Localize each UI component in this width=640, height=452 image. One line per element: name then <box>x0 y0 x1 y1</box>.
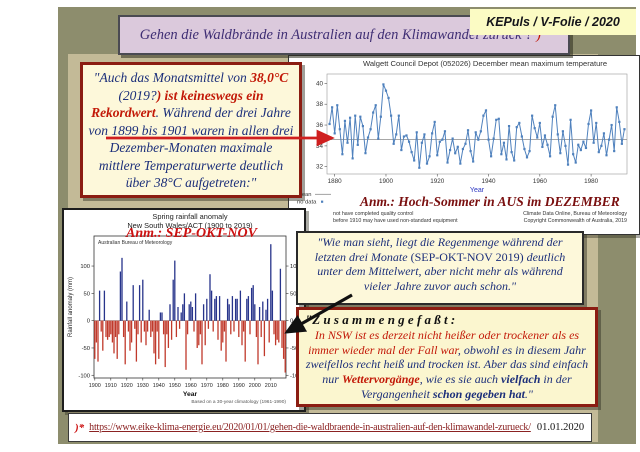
svg-text:Copyright Commonwealth of Aust: Copyright Commonwealth of Australia, 201… <box>524 218 627 224</box>
svg-text:1980: 1980 <box>584 178 599 185</box>
svg-text:Climate Data Online, Bureau of: Climate Data Online, Bureau of Meteorolo… <box>523 211 627 217</box>
svg-text:before 1910 may have used non-: before 1910 may have used non-standard e… <box>333 218 458 224</box>
svg-text:2010: 2010 <box>265 383 277 389</box>
svg-text:1940: 1940 <box>153 383 165 389</box>
svg-text:34: 34 <box>316 143 324 150</box>
svg-text:1920: 1920 <box>121 383 133 389</box>
svg-text:0: 0 <box>87 319 90 325</box>
svg-text:36: 36 <box>316 122 324 129</box>
svg-text:0: 0 <box>290 319 293 325</box>
svg-text:-50: -50 <box>82 346 90 352</box>
svg-text:2000: 2000 <box>249 383 261 389</box>
svg-text:1950: 1950 <box>169 383 181 389</box>
svg-text:1990: 1990 <box>233 383 245 389</box>
kepuls-badge-label: KEPuls / V-Folie / 2020 <box>486 15 620 29</box>
svg-text:38: 38 <box>316 101 324 108</box>
annotation-summer: Anm.: Hoch-Sommer in AUS im DEZEMBER <box>360 194 620 209</box>
footer-bar: )* https://www.eike-klima-energie.eu/202… <box>68 413 592 442</box>
svg-text:New South Wales/ACT (1900 to 2: New South Wales/ACT (1900 to 2019) <box>127 221 252 230</box>
svg-text:Year: Year <box>183 391 198 398</box>
svg-text:-50: -50 <box>290 346 298 352</box>
summary-text: In NSW ist es derzeit nicht heißer oder … <box>305 327 589 401</box>
svg-text:1980: 1980 <box>217 383 229 389</box>
svg-text:Rainfall anomaly (mm): Rainfall anomaly (mm) <box>68 277 74 337</box>
quote-box-rainfall: "Wie man sieht, liegt die Regenmenge wäh… <box>296 231 584 305</box>
svg-text:no data: no data <box>297 200 317 206</box>
svg-text:-100: -100 <box>78 373 90 379</box>
svg-text:1900: 1900 <box>379 178 394 185</box>
svg-text:mean: mean <box>297 192 312 198</box>
svg-text:Spring rainfall anomaly: Spring rainfall anomaly <box>152 212 227 221</box>
svg-text:1940: 1940 <box>482 178 497 185</box>
svg-text:1910: 1910 <box>105 383 117 389</box>
summary-box: "Z u s a m m e n g e f a ß t : In NSW is… <box>296 307 598 407</box>
rainfall-chart-card: Spring rainfall anomaly New South Wales/A… <box>62 208 306 412</box>
annotation-spring: Anm.: SEP-OKT-NOV <box>126 226 257 241</box>
svg-text:1920: 1920 <box>430 178 445 185</box>
footer-date: 01.01.2020 <box>536 422 585 433</box>
svg-text:50: 50 <box>84 291 90 297</box>
svg-text:100: 100 <box>290 264 300 270</box>
quote-rainfall-text: "Wie man sieht, liegt die Regenmenge wäh… <box>314 235 566 293</box>
quote-box-temperature: "Auch das Monatsmittel von 38,0°C (2019?… <box>80 62 302 198</box>
quote-temperature-text: "Auch das Monatsmittel von 38,0°C (2019?… <box>88 70 294 191</box>
svg-text:-100: -100 <box>290 373 302 379</box>
svg-text:1930: 1930 <box>137 383 149 389</box>
svg-text:Based on a 30-year climatology: Based on a 30-year climatology (1961-199… <box>191 399 286 405</box>
svg-text:32: 32 <box>316 164 324 171</box>
svg-text:1880: 1880 <box>328 178 343 185</box>
svg-text:1970: 1970 <box>201 383 213 389</box>
svg-text:Year: Year <box>470 187 485 194</box>
svg-text:Australian Bureau of Meteorolo: Australian Bureau of Meteorology <box>98 240 173 246</box>
svg-text:1960: 1960 <box>185 383 197 389</box>
kepuls-badge: KEPuls / V-Folie / 2020 <box>470 9 636 35</box>
footnote-marker: )* <box>75 421 85 434</box>
svg-text:Walgett Council Depot (052026): Walgett Council Depot (052026) December … <box>363 59 607 68</box>
svg-text:40: 40 <box>316 80 324 87</box>
summary-header: "Z u s a m m e n g e f a ß t : <box>305 312 456 327</box>
svg-text:1960: 1960 <box>533 178 548 185</box>
footer-link[interactable]: https://www.eike-klima-energie.eu/2020/0… <box>89 422 531 433</box>
svg-text:100: 100 <box>80 264 90 270</box>
svg-text:not have completed quality con: not have completed quality control <box>333 211 413 217</box>
svg-text:1900: 1900 <box>89 383 101 389</box>
